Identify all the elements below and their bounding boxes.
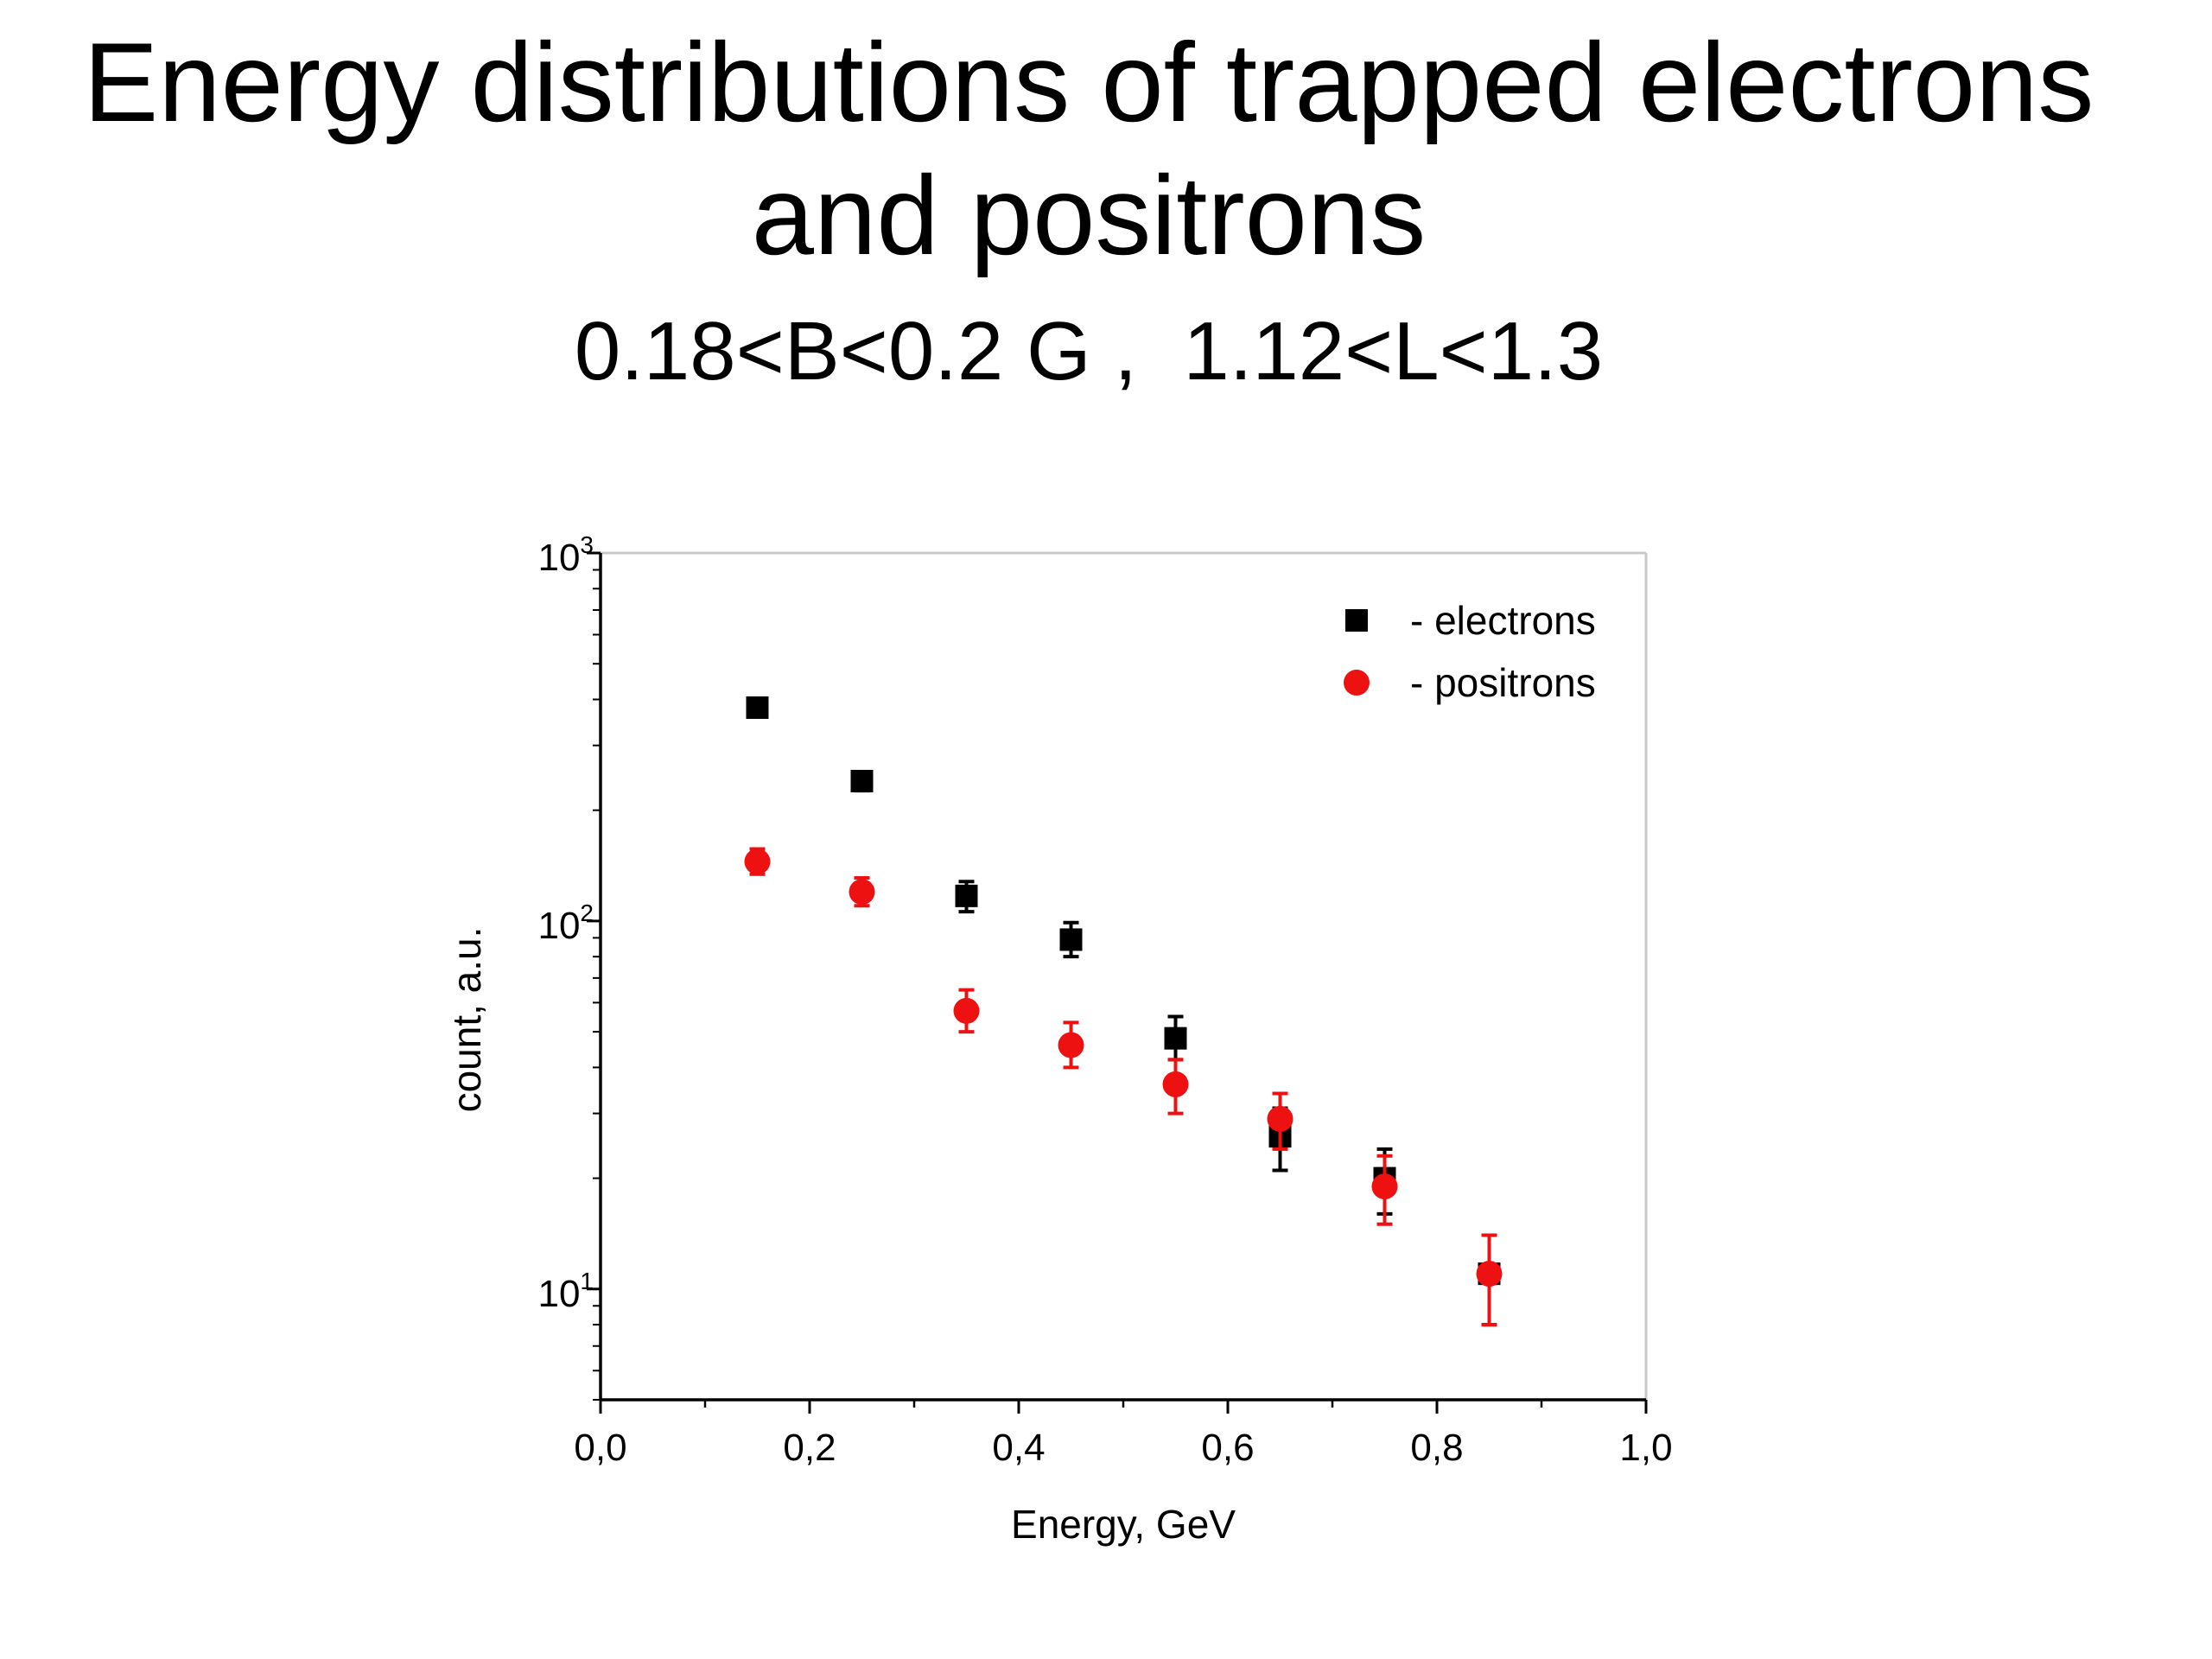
data-point-square	[850, 769, 874, 792]
data-point-circle	[1476, 1261, 1503, 1287]
data-point-circle	[744, 849, 771, 875]
chart-legend: - electrons - positrons	[1344, 598, 1596, 705]
legend-label: - positrons	[1410, 660, 1596, 705]
x-tick-label: 0,8	[1410, 1427, 1463, 1469]
x-tick-label: 0,4	[992, 1427, 1045, 1469]
data-point-square	[955, 884, 978, 907]
data-point-circle	[1267, 1105, 1294, 1132]
x-tick-label: 0,0	[574, 1427, 626, 1469]
data-point-circle	[953, 997, 980, 1024]
slide-subtitle: 0.18<B<0.2 G , 1.12<L<1.3	[574, 305, 1604, 397]
data-point-square	[1059, 928, 1083, 951]
y-tick-label: 103	[537, 531, 594, 579]
data-point-circle	[1371, 1173, 1398, 1200]
y-tick-label: 102	[537, 899, 594, 947]
legend-label: - electrons	[1410, 598, 1596, 643]
data-point-square	[1164, 1027, 1187, 1050]
data-point-circle	[1162, 1071, 1189, 1097]
chart-series	[744, 696, 1503, 1327]
y-axis-label: count, a.u.	[444, 927, 489, 1113]
legend-marker-square	[1345, 609, 1368, 632]
x-tick-label: 1,0	[1619, 1427, 1672, 1469]
series-positrons	[744, 847, 1503, 1327]
data-point-circle	[1058, 1032, 1084, 1058]
slide-title-line-1: Energy distributions of trapped electron…	[83, 19, 2094, 145]
x-axis-label: Energy, GeV	[1011, 1502, 1236, 1547]
x-tick-label: 0,6	[1201, 1427, 1254, 1469]
x-tick-label: 0,2	[783, 1427, 836, 1469]
data-point-circle	[849, 879, 875, 906]
chart-axes: 0,0 0,2 0,4 0,6 0,8 1,0 101 102 103	[537, 531, 1672, 1469]
slide-title-line-2: and positrons	[751, 152, 1427, 278]
y-tick-label: 101	[537, 1268, 594, 1315]
slide-title: Energy distributions of trapped electron…	[0, 16, 2177, 282]
legend-marker-circle	[1344, 670, 1370, 696]
series-electrons	[746, 696, 1501, 1327]
data-point-square	[746, 696, 769, 719]
